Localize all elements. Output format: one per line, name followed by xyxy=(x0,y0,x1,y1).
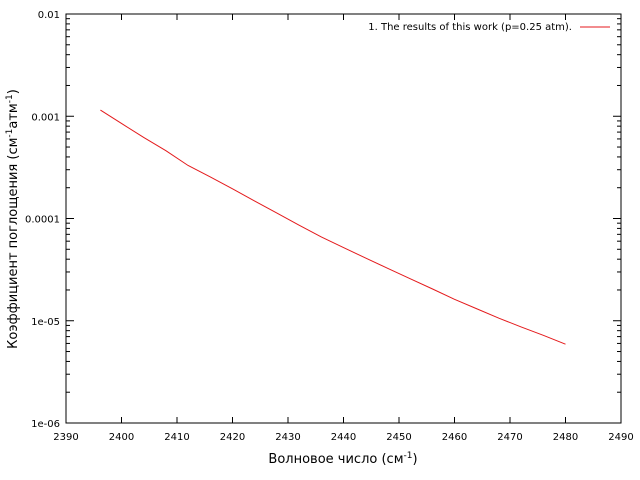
x-tick-label: 2390 xyxy=(53,432,78,443)
x-axis-title: Волновое число (см-1) xyxy=(268,451,417,467)
y-tick-label: 1e-05 xyxy=(31,317,60,328)
y-tick-label: 1e-06 xyxy=(31,419,60,430)
x-tick-label: 2470 xyxy=(497,432,522,443)
x-tick-label: 2490 xyxy=(608,432,633,443)
x-tick-label: 2480 xyxy=(553,432,578,443)
y-tick-label: 0.0001 xyxy=(25,215,60,226)
x-tick-label: 2460 xyxy=(442,432,467,443)
y-axis-ticks: 1e-06 1e-05 0.0001 0.001 0.01 xyxy=(25,10,621,430)
x-tick-label: 2420 xyxy=(220,432,245,443)
y-tick-label: 0.01 xyxy=(38,10,60,21)
x-tick-label: 2410 xyxy=(164,432,189,443)
x-tick-label: 2430 xyxy=(275,432,300,443)
x-tick-label: 2440 xyxy=(331,432,356,443)
series-layer xyxy=(100,109,566,345)
legend-entry-label: 1. The results of this work (p=0.25 atm)… xyxy=(368,22,572,33)
series-line xyxy=(100,109,566,345)
y-axis-title: Коэффициент поглощения (см-1атм-1) xyxy=(5,89,21,349)
x-tick-label: 2450 xyxy=(386,432,411,443)
x-axis-ticks: 2390 2400 2410 2420 2430 2440 2450 2460 2470 2480… xyxy=(53,14,634,443)
y-tick-label: 0.001 xyxy=(31,112,60,123)
legend: 1. The results of this work (p=0.25 atm)… xyxy=(368,22,610,33)
x-tick-label: 2400 xyxy=(109,432,134,443)
plot-area xyxy=(65,13,622,424)
